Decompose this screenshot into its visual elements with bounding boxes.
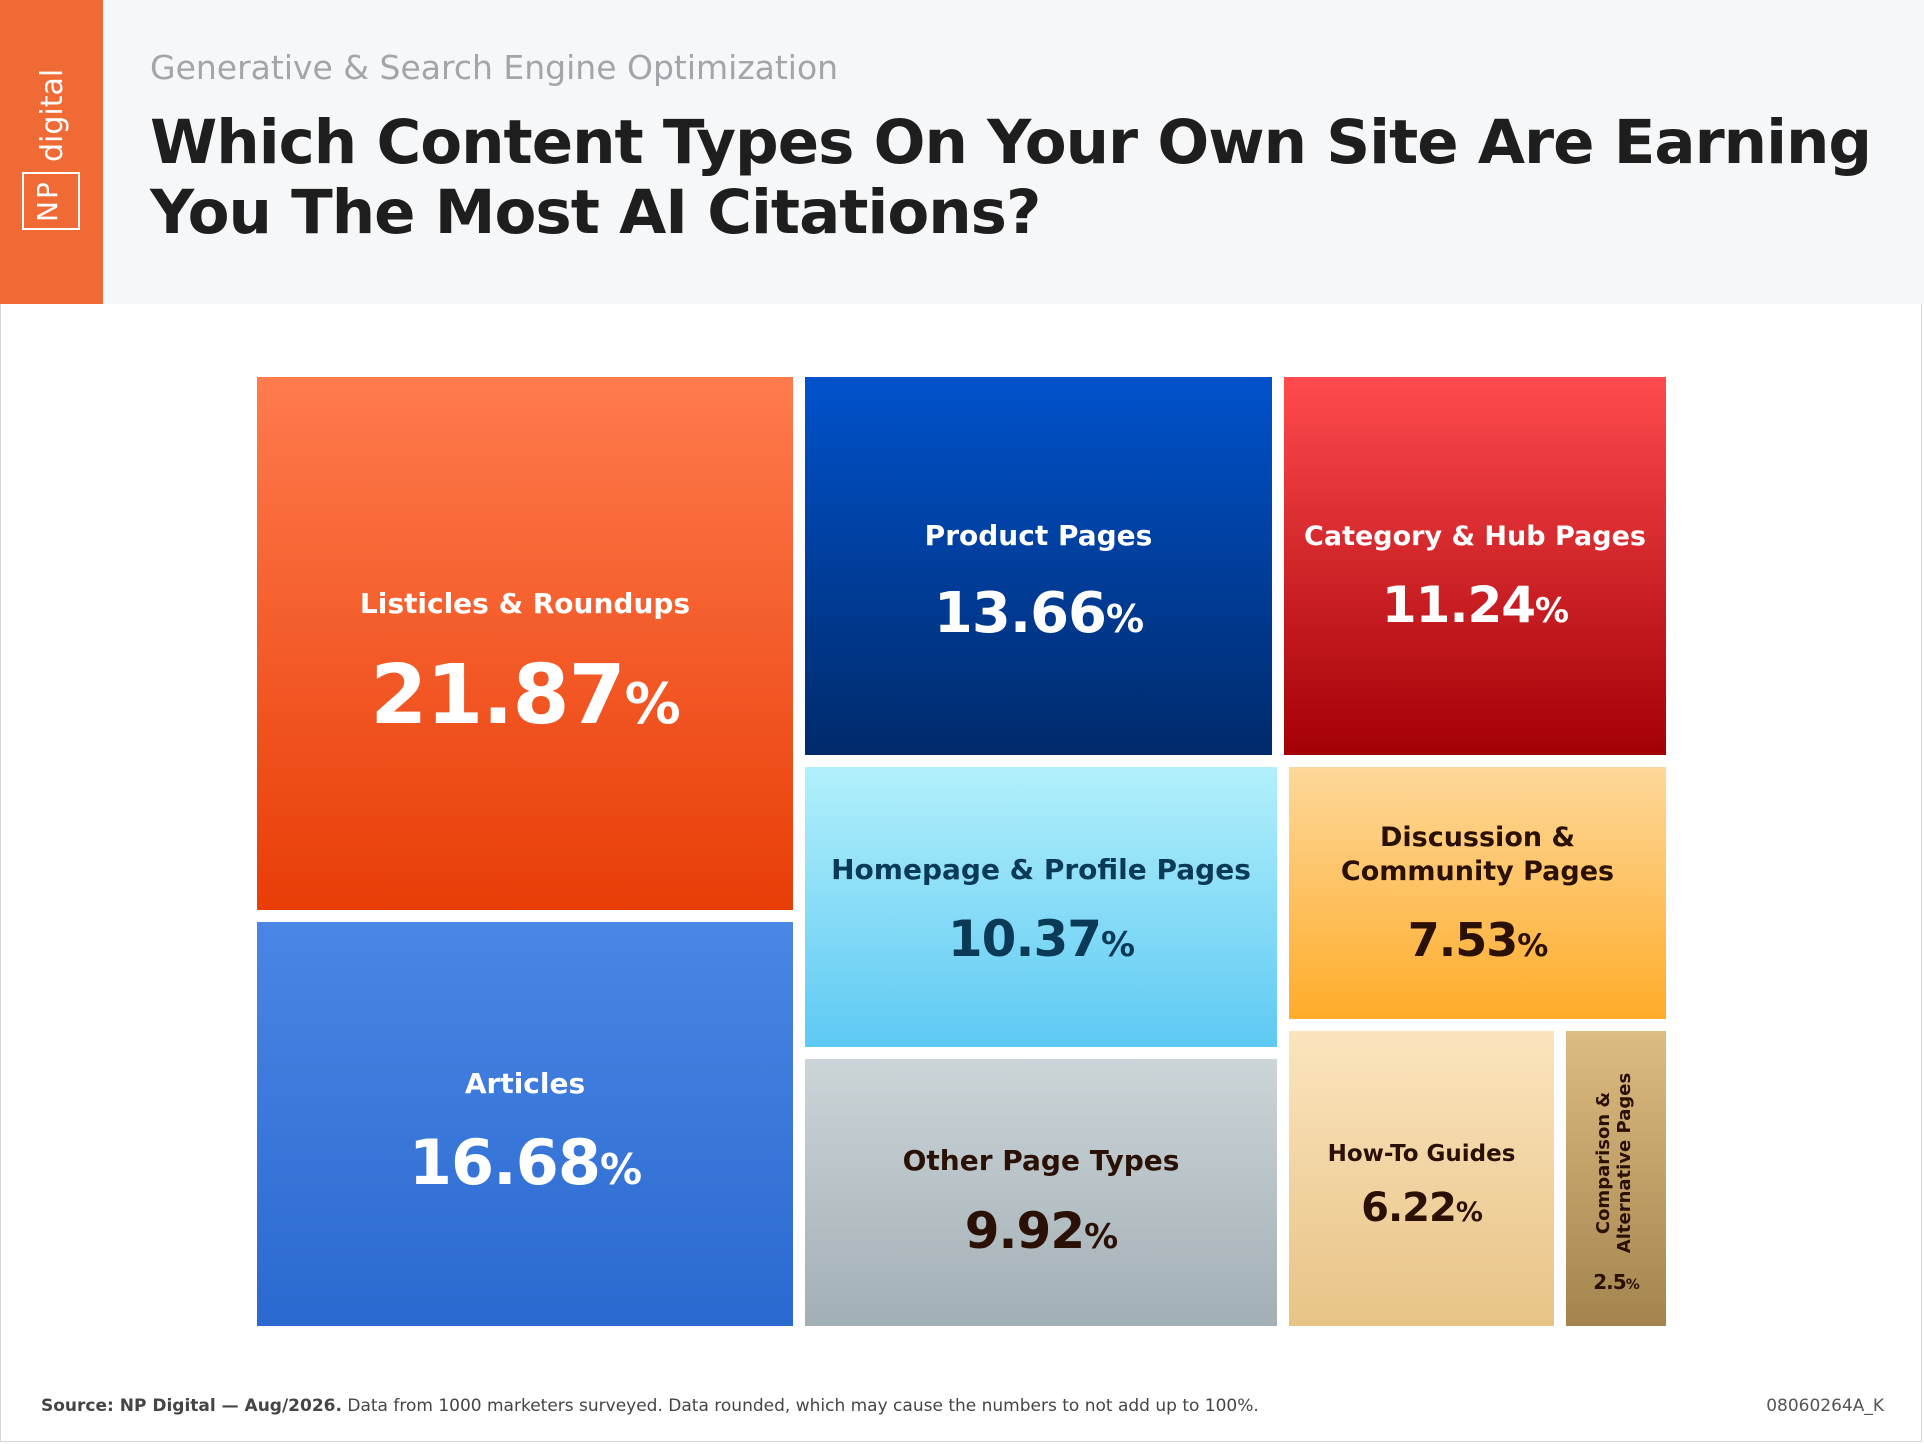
treemap-tile-8: Comparison &Alternative Pages 2.5% [1566,1031,1666,1326]
tile-value-unit: % [1456,1197,1483,1228]
tile-rect [257,922,793,1326]
tile-value-number: 2.5 [1593,1270,1626,1294]
tile-rect [805,767,1277,1047]
header: NP digital Generative & Search Engine Op… [0,0,1924,304]
tile-value-4: 10.37% [948,910,1134,968]
tile-value-unit: % [1535,591,1568,631]
treemap-tile-4: Homepage & Profile Pages 10.37% [805,767,1277,1047]
tile-value-number: 13.66 [934,581,1106,646]
tile-value-number: 16.68 [409,1126,600,1199]
page-subtitle: Generative & Search Engine Optimization [150,48,839,87]
page-title: Which Content Types On Your Own Site Are… [150,107,1872,248]
tile-value-1: 16.68% [409,1126,641,1199]
tile-rect [1289,767,1666,1019]
tile-value-number: 6.22 [1361,1185,1456,1231]
tile-value-number: 21.87 [370,648,624,743]
brand-logo-box [22,172,80,230]
tile-value-number: 9.92 [965,1202,1084,1260]
brand-logo: NP digital [0,0,103,304]
footer-code: 08060264A_K [1766,1396,1884,1416]
tile-label-4: Homepage & Profile Pages [831,853,1251,886]
treemap-tile-0: Listicles & Roundups 21.87% [257,377,793,910]
tile-value-unit: % [625,672,680,737]
treemap-tile-3: Category & Hub Pages 11.24% [1284,377,1666,755]
tile-value-3: 11.24% [1382,576,1568,634]
tile-label-0: Listicles & Roundups [360,587,690,620]
tile-value-number: 11.24 [1382,576,1535,634]
treemap-tile-1: Articles 16.68% [257,922,793,1326]
tile-label-8: Comparison &Alternative Pages [1593,1073,1635,1253]
treemap-tile-6: Other Page Types 9.92% [805,1059,1277,1326]
footer-source: Source: NP Digital — Aug/2026. Data from… [41,1396,1259,1416]
tile-rect [257,377,793,910]
tile-label-6: Other Page Types [903,1144,1180,1177]
tile-rect [805,1059,1277,1326]
tile-value-unit: % [1101,925,1134,965]
tile-value-unit: % [1084,1217,1117,1257]
treemap-tile-7: How-To Guides 6.22% [1289,1031,1554,1326]
tile-value-7: 6.22% [1361,1185,1483,1231]
tile-label-2: Product Pages [925,519,1153,552]
tile-value-unit: % [1517,928,1548,964]
treemap-tile-2: Product Pages 13.66% [805,377,1272,755]
tile-rect [805,377,1272,755]
tile-value-number: 10.37 [948,910,1101,968]
tile-value-unit: % [1106,597,1143,641]
tile-rect [1566,1031,1666,1326]
tile-value-6: 9.92% [965,1202,1117,1260]
tile-label-3: Category & Hub Pages [1304,521,1646,552]
tile-label-7: How-To Guides [1328,1141,1516,1167]
footer-note: Data from 1000 marketers surveyed. Data … [341,1396,1259,1416]
tile-rect [1289,1031,1554,1326]
tile-value-2: 13.66% [934,581,1143,646]
tile-rect [1284,377,1666,755]
tile-value-unit: % [600,1145,641,1194]
footer-source-label: Source: NP Digital — Aug/2026. [41,1396,342,1416]
tile-label-1: Articles [465,1067,585,1100]
tile-value-5: 7.53% [1408,913,1549,967]
tile-value-0: 21.87% [370,648,679,743]
treemap-tile-5: Discussion & Community Pages 7.53% [1289,767,1666,1019]
tile-value-number: 7.53 [1408,913,1518,967]
tile-value-8: 2.5% [1593,1270,1639,1294]
tile-value-unit: % [1626,1277,1640,1293]
tile-label-5: Discussion & Community Pages [1341,822,1614,887]
